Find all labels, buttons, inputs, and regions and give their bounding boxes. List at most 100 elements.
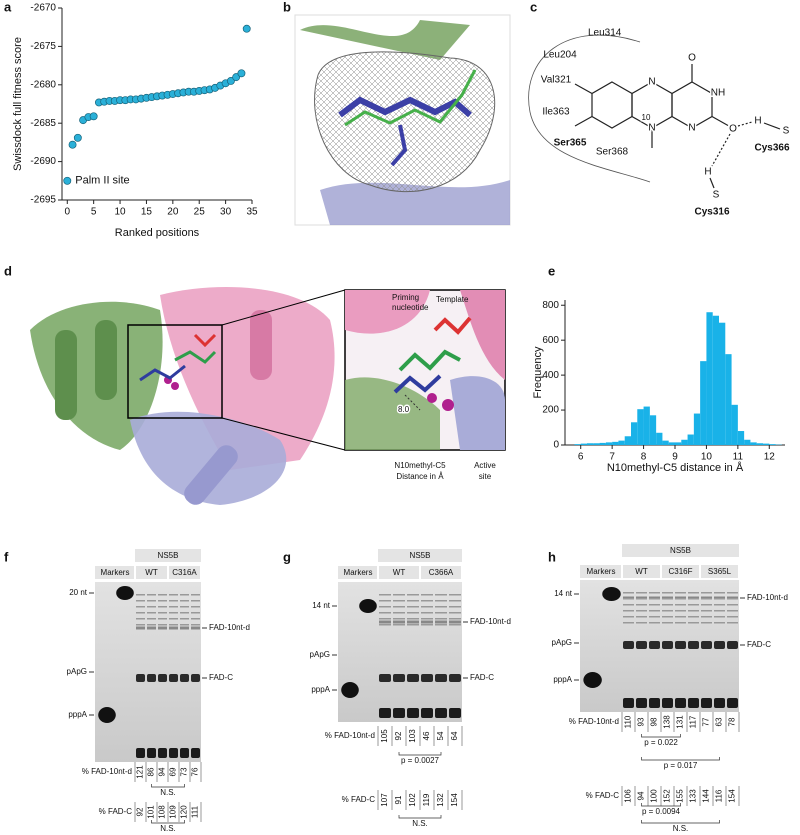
header-box bbox=[378, 549, 462, 562]
gel-band bbox=[662, 610, 673, 612]
panel-label: h bbox=[548, 549, 556, 564]
gel-band bbox=[449, 612, 461, 614]
gel-band bbox=[449, 600, 461, 602]
gel-band bbox=[169, 606, 178, 608]
lane-label: WT bbox=[393, 568, 406, 577]
gel-band bbox=[136, 606, 145, 608]
gel-band bbox=[727, 698, 738, 708]
gel-band bbox=[714, 641, 725, 649]
gel-band bbox=[136, 618, 145, 620]
gel-band bbox=[649, 598, 660, 600]
row-value: 105 bbox=[380, 729, 389, 743]
markers-label: Markers bbox=[344, 568, 373, 577]
bar bbox=[637, 409, 644, 445]
x-tick-label: 0 bbox=[64, 207, 70, 218]
gel-band bbox=[421, 618, 433, 620]
gel-band bbox=[662, 641, 673, 649]
lane-label: WT bbox=[145, 568, 158, 577]
gel-band bbox=[180, 674, 189, 682]
gel-band bbox=[701, 616, 712, 618]
gel-band bbox=[435, 674, 447, 682]
gel-band bbox=[727, 616, 738, 618]
gel-band bbox=[727, 622, 738, 624]
bar bbox=[599, 442, 606, 445]
gel-band bbox=[136, 674, 145, 682]
annotation: Palm II site bbox=[75, 175, 129, 187]
bar bbox=[706, 312, 713, 445]
bar bbox=[580, 443, 587, 445]
gel-band bbox=[191, 594, 200, 596]
row-value: 108 bbox=[158, 805, 167, 819]
gel-band bbox=[636, 592, 647, 594]
bar bbox=[719, 322, 726, 445]
enzyme-structure bbox=[30, 287, 506, 505]
gel-band bbox=[649, 616, 660, 618]
lane-label: C316F bbox=[668, 567, 692, 576]
y-tick-label: -2690 bbox=[30, 156, 56, 167]
gel-band bbox=[688, 592, 699, 594]
gel-band bbox=[393, 708, 405, 718]
stat-label: N.S. bbox=[673, 824, 689, 833]
gel-band bbox=[147, 626, 156, 630]
row-value: 138 bbox=[663, 715, 672, 729]
gel-band bbox=[675, 610, 686, 612]
gel-band bbox=[169, 624, 178, 626]
gel-band bbox=[393, 606, 405, 608]
stat-label: N.S. bbox=[160, 788, 176, 797]
gel-band bbox=[449, 606, 461, 608]
gel-band bbox=[701, 598, 712, 600]
gel-band bbox=[180, 626, 189, 630]
gel-band bbox=[169, 600, 178, 602]
gel-band bbox=[147, 624, 156, 626]
gel-band bbox=[421, 606, 433, 608]
band-label: pApG bbox=[67, 667, 87, 676]
stat-label: N.S. bbox=[412, 819, 428, 828]
gel-band bbox=[407, 600, 419, 602]
gel-band bbox=[449, 708, 461, 718]
atom: 10 bbox=[642, 113, 651, 122]
x-tick-label: 12 bbox=[764, 452, 776, 463]
stat-label: N.S. bbox=[160, 824, 176, 833]
x-tick-label: 30 bbox=[220, 207, 232, 218]
row-value: 103 bbox=[408, 729, 417, 743]
gel-band bbox=[727, 641, 738, 649]
gel-band bbox=[191, 600, 200, 602]
gel-band bbox=[407, 708, 419, 718]
header-box bbox=[136, 566, 167, 579]
flavin-structure bbox=[528, 34, 781, 189]
markers-label: Markers bbox=[587, 567, 616, 576]
point bbox=[226, 77, 235, 85]
x-tick-label: 9 bbox=[672, 452, 678, 463]
docking-image bbox=[294, 14, 511, 226]
row-value: 91 bbox=[394, 795, 403, 804]
gel-band bbox=[714, 598, 725, 600]
template-label: Template bbox=[436, 295, 469, 304]
gel-band bbox=[116, 586, 134, 600]
gel-band bbox=[449, 594, 461, 596]
row-value: 109 bbox=[169, 805, 178, 819]
gel-band bbox=[421, 620, 433, 624]
gel-band bbox=[169, 748, 178, 758]
x-tick-label: 8 bbox=[641, 452, 647, 463]
row-value: 100 bbox=[650, 789, 659, 803]
row-value: 154 bbox=[728, 789, 737, 803]
gel-band bbox=[180, 748, 189, 758]
gel-band bbox=[435, 620, 447, 624]
gel-band bbox=[449, 674, 461, 682]
gel-band bbox=[169, 618, 178, 620]
y-tick-label: -2670 bbox=[30, 3, 56, 14]
gel-band bbox=[602, 587, 621, 601]
gel-band bbox=[688, 604, 699, 606]
point bbox=[232, 73, 241, 82]
row-value: 144 bbox=[702, 789, 711, 803]
markers-label: Markers bbox=[101, 568, 130, 577]
gel-band bbox=[379, 600, 391, 602]
row-value: 132 bbox=[436, 793, 445, 807]
gel-band bbox=[435, 606, 447, 608]
gel-band bbox=[379, 620, 391, 624]
x-tick-label: 20 bbox=[167, 207, 179, 218]
gel-band bbox=[136, 748, 145, 758]
panel-label: d bbox=[4, 263, 12, 278]
gel-band bbox=[623, 641, 634, 649]
x-axis-title: N10methyl-C5 distance in Å bbox=[607, 461, 744, 474]
